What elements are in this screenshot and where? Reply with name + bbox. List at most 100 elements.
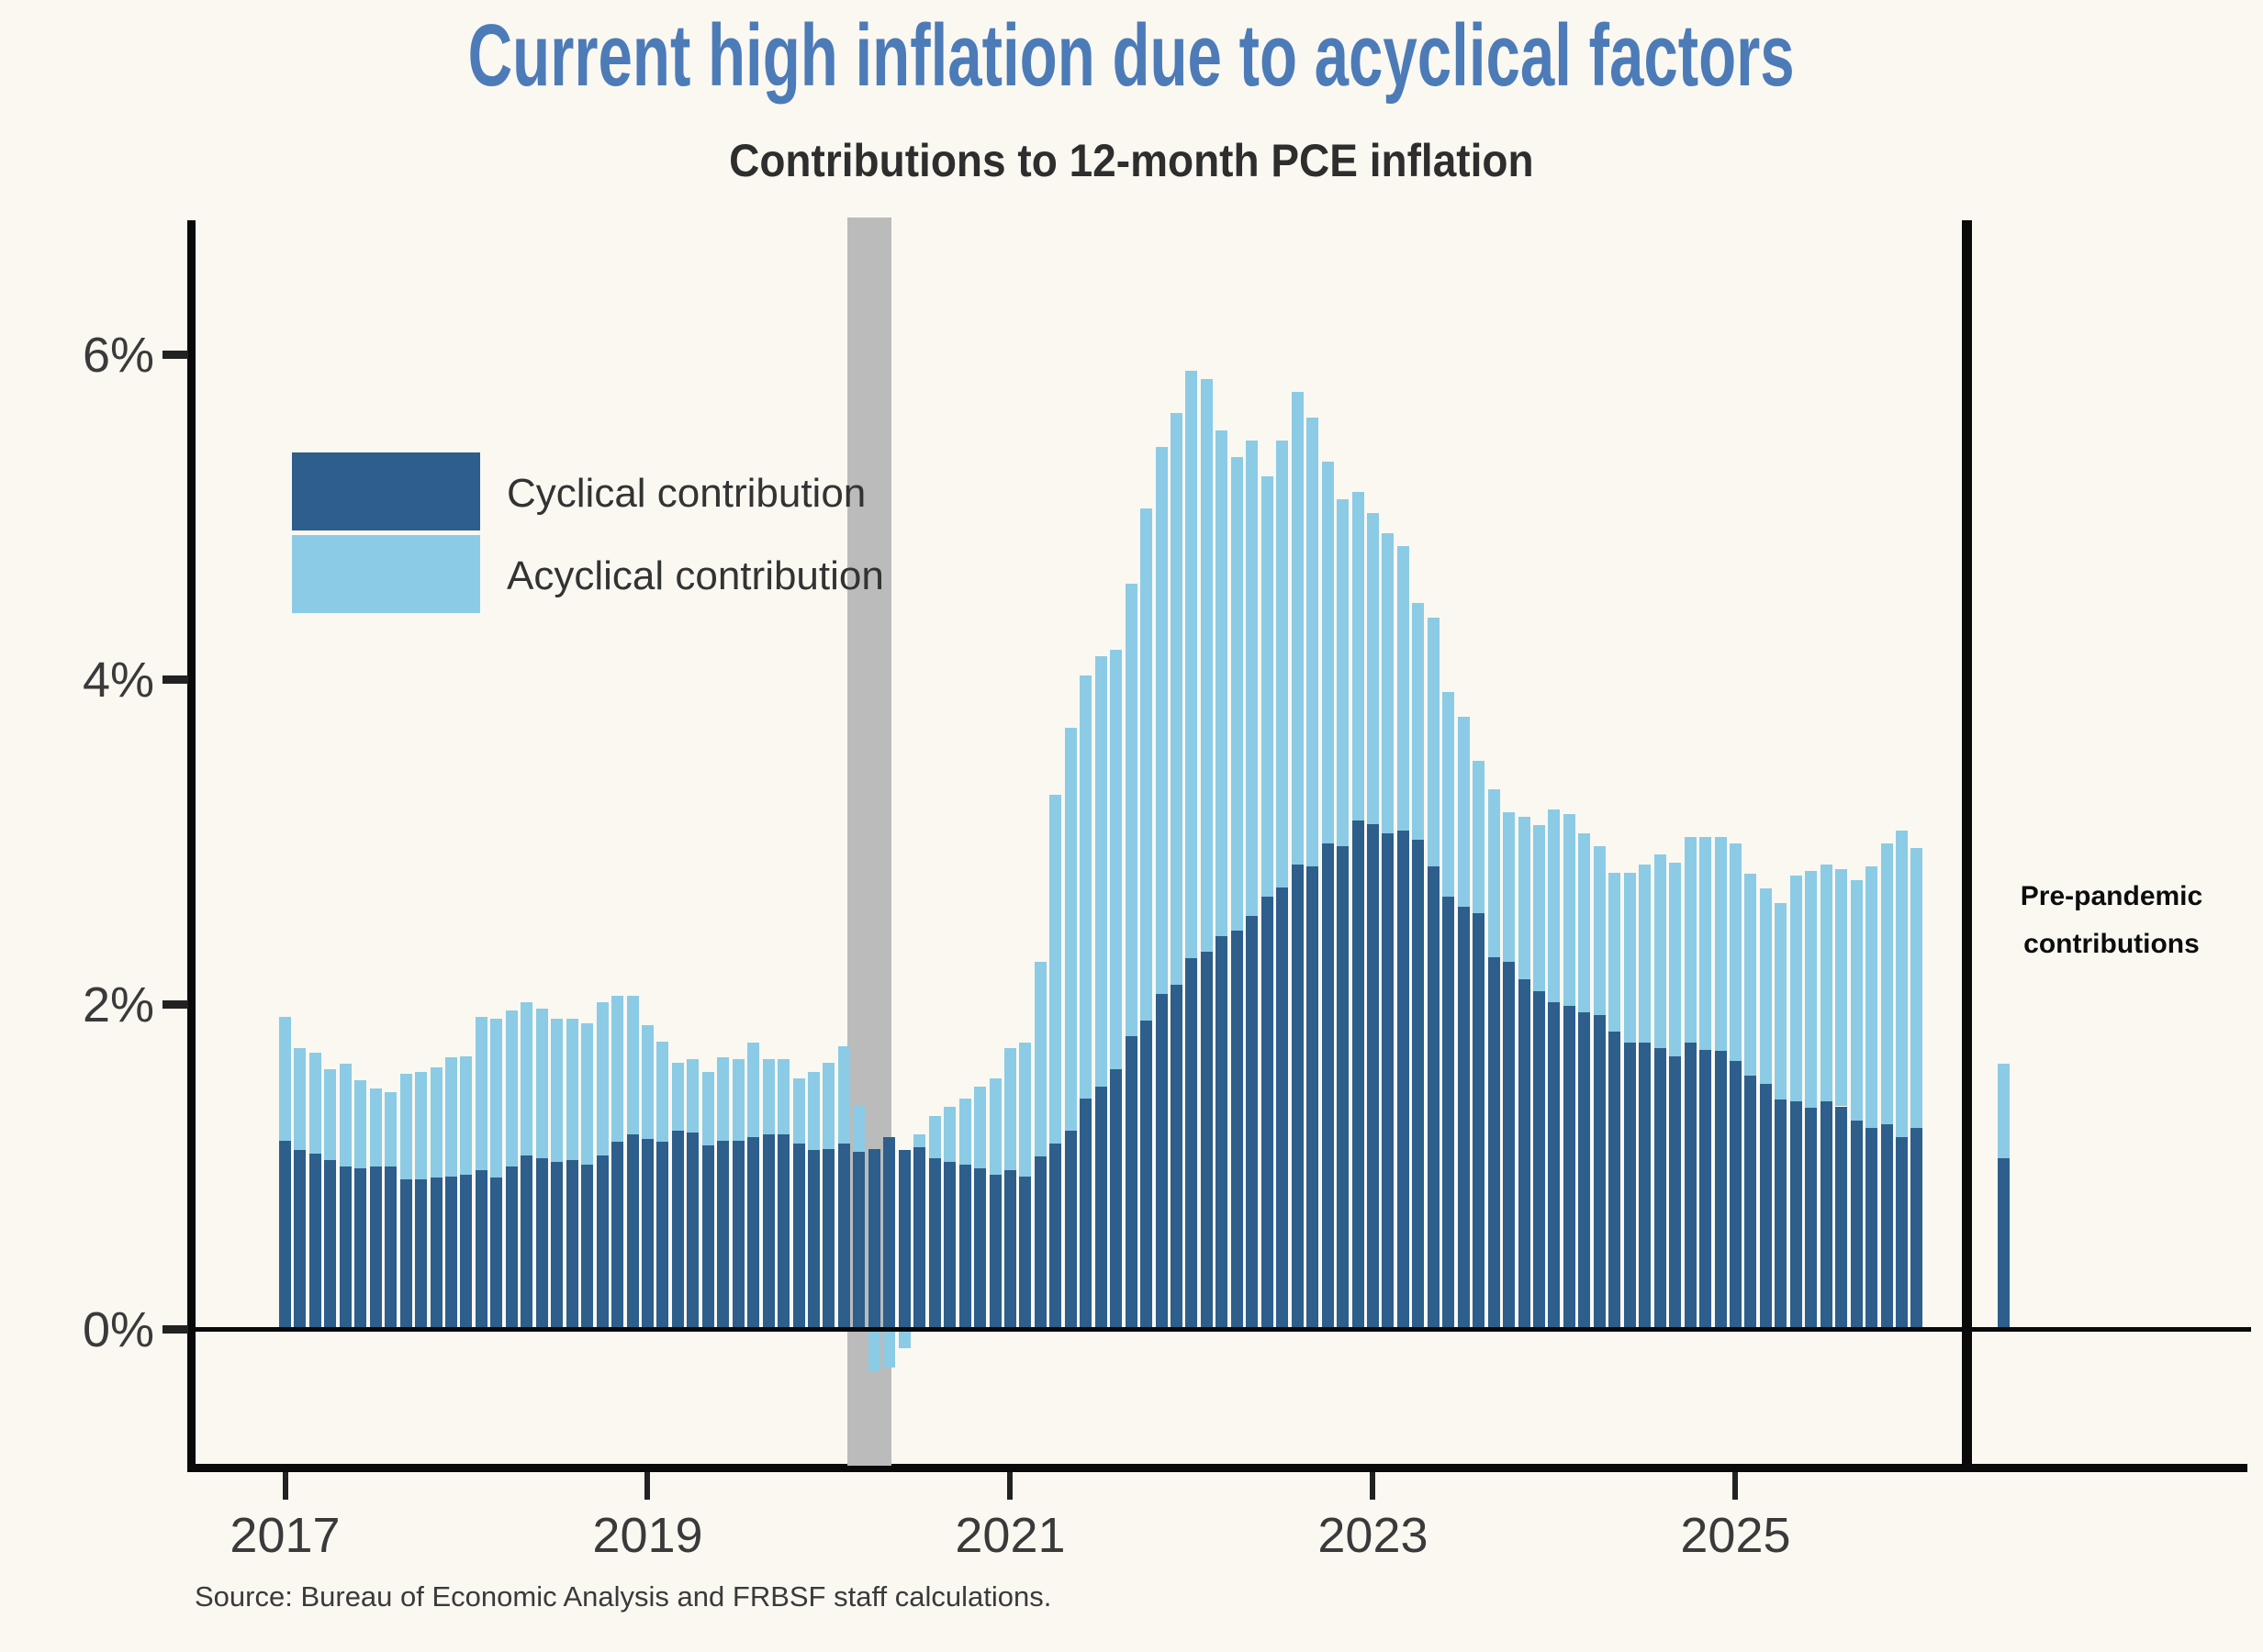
bar-2018-01-cyclical	[460, 1174, 473, 1329]
bar-2022-09-acyclical	[1306, 418, 1319, 866]
bar-2019-06-cyclical	[717, 1140, 730, 1329]
bar-2023-11-cyclical	[1518, 979, 1530, 1329]
x-tick-2019	[644, 1472, 651, 1500]
bar-2021-10-acyclical	[1140, 508, 1153, 1021]
bar-2020-06-acyclical-negative	[898, 1329, 911, 1349]
bar-2022-11-cyclical	[1337, 846, 1350, 1329]
bar-2023-05-acyclical	[1427, 617, 1440, 866]
source-note: Source: Bureau of Economic Analysis and …	[195, 1580, 1052, 1613]
bar-2018-05-acyclical	[521, 1002, 533, 1155]
bar-2025-11-cyclical	[1880, 1123, 1893, 1329]
x-axis-label-2019: 2019	[592, 1508, 703, 1563]
bar-2020-02-acyclical	[837, 1046, 850, 1144]
x-axis-label-2025: 2025	[1680, 1508, 1791, 1563]
bar-2024-02-acyclical	[1563, 813, 1575, 1006]
bar-2023-10-acyclical	[1503, 812, 1516, 962]
bar-2023-07-acyclical	[1457, 716, 1470, 907]
bar-2019-01-cyclical	[641, 1138, 654, 1329]
bar-2022-07-cyclical	[1276, 887, 1289, 1329]
bar-2025-05-cyclical	[1789, 1101, 1802, 1329]
bar-2022-02-acyclical	[1200, 378, 1213, 953]
bar-2025-08-cyclical	[1835, 1106, 1848, 1329]
bar-2023-02-cyclical	[1382, 833, 1395, 1329]
bar-2024-07-acyclical	[1639, 864, 1652, 1044]
bar-2020-06-cyclical	[898, 1150, 911, 1329]
bar-2021-08-acyclical	[1110, 650, 1123, 1069]
bar-2019-09-acyclical	[762, 1059, 775, 1134]
x-axis-label-2023: 2023	[1317, 1508, 1428, 1563]
bar-2019-01-acyclical	[641, 1025, 654, 1139]
bar-2020-01-acyclical	[823, 1062, 835, 1149]
bar-2020-01-cyclical	[823, 1148, 835, 1329]
bar-2025-08-acyclical	[1835, 869, 1848, 1107]
bar-2018-05-cyclical	[521, 1155, 533, 1329]
bar-2019-07-cyclical	[732, 1140, 745, 1329]
bar-2023-06-cyclical	[1442, 897, 1455, 1329]
bar-2025-10-acyclical	[1865, 865, 1878, 1128]
bar-2019-03-acyclical	[671, 1062, 684, 1132]
bar-2022-01-cyclical	[1185, 958, 1198, 1329]
bar-2021-12-cyclical	[1171, 984, 1183, 1329]
bar-2025-04-acyclical	[1775, 903, 1787, 1100]
bar-2018-07-acyclical	[551, 1018, 564, 1162]
bar-2021-11-acyclical	[1155, 446, 1168, 995]
bar-2017-03-cyclical	[308, 1153, 321, 1329]
bar-2023-09-acyclical	[1487, 789, 1500, 957]
bar-2017-06-cyclical	[354, 1167, 367, 1329]
bar-2018-06-acyclical	[535, 1009, 548, 1159]
bar-2020-05-acyclical-negative	[883, 1329, 896, 1368]
bar-2019-10-cyclical	[778, 1133, 790, 1329]
bar-2025-05-acyclical	[1789, 876, 1802, 1102]
bar-2023-03-acyclical	[1396, 545, 1409, 831]
bar-2021-02-acyclical	[1019, 1043, 1032, 1177]
bar-2018-12-acyclical	[626, 996, 639, 1134]
bar-2022-03-acyclical	[1216, 430, 1228, 936]
bar-2020-12-cyclical	[989, 1174, 1002, 1329]
bar-2024-11-cyclical	[1699, 1049, 1712, 1329]
bar-2022-11-acyclical	[1337, 498, 1350, 847]
bar-2018-08-acyclical	[566, 1018, 578, 1160]
bar-2021-03-cyclical	[1034, 1156, 1047, 1329]
bar-2024-01-cyclical	[1548, 1002, 1561, 1329]
bar-2025-02-cyclical	[1744, 1075, 1757, 1329]
bar-2017-08-cyclical	[385, 1166, 398, 1329]
bar-2018-04-cyclical	[505, 1166, 518, 1329]
bar-2026-01-cyclical	[1910, 1127, 1923, 1329]
bar-pre-pandemic-acyclical	[1998, 1064, 2010, 1159]
bar-2020-04-acyclical-negative	[868, 1329, 880, 1372]
bar-2023-08-acyclical	[1473, 760, 1485, 913]
bar-2022-01-acyclical	[1185, 370, 1198, 959]
bar-2025-01-acyclical	[1729, 843, 1742, 1061]
bar-2022-03-cyclical	[1216, 935, 1228, 1329]
bar-2020-02-cyclical	[837, 1144, 850, 1329]
bar-2021-05-acyclical	[1064, 728, 1077, 1132]
chart-subtitle-text: Contributions to 12-month PCE inflation	[729, 135, 1534, 186]
bar-2023-05-cyclical	[1427, 865, 1440, 1329]
bar-2018-01-acyclical	[460, 1055, 473, 1175]
bar-2024-07-cyclical	[1639, 1043, 1652, 1329]
bar-2018-03-cyclical	[490, 1178, 503, 1329]
bar-2017-09-acyclical	[399, 1074, 412, 1180]
bar-2023-12-cyclical	[1533, 990, 1545, 1329]
legend-label-acyclical: Acyclical contribution	[507, 553, 884, 598]
bar-2024-06-acyclical	[1623, 872, 1636, 1044]
bar-2023-01-cyclical	[1366, 823, 1379, 1329]
bar-2025-09-cyclical	[1850, 1121, 1863, 1329]
bar-2020-09-cyclical	[944, 1161, 957, 1329]
bar-2023-11-acyclical	[1518, 817, 1530, 980]
bar-2025-03-cyclical	[1759, 1083, 1772, 1329]
bar-2019-02-acyclical	[656, 1041, 669, 1143]
bar-2018-11-acyclical	[611, 996, 624, 1143]
bar-2025-11-acyclical	[1880, 843, 1893, 1124]
bar-2025-03-acyclical	[1759, 888, 1772, 1084]
bar-2021-04-acyclical	[1049, 794, 1062, 1144]
bar-2017-05-cyclical	[339, 1166, 352, 1329]
bar-2020-11-cyclical	[974, 1167, 987, 1329]
bar-2025-07-cyclical	[1820, 1101, 1832, 1329]
bar-2026-01-acyclical	[1910, 848, 1923, 1128]
bar-2017-04-cyclical	[324, 1159, 337, 1329]
bar-2021-01-acyclical	[1003, 1047, 1016, 1170]
bar-2017-11-cyclical	[430, 1178, 443, 1329]
bar-2024-08-acyclical	[1653, 854, 1666, 1048]
bar-2023-02-acyclical	[1382, 532, 1395, 834]
